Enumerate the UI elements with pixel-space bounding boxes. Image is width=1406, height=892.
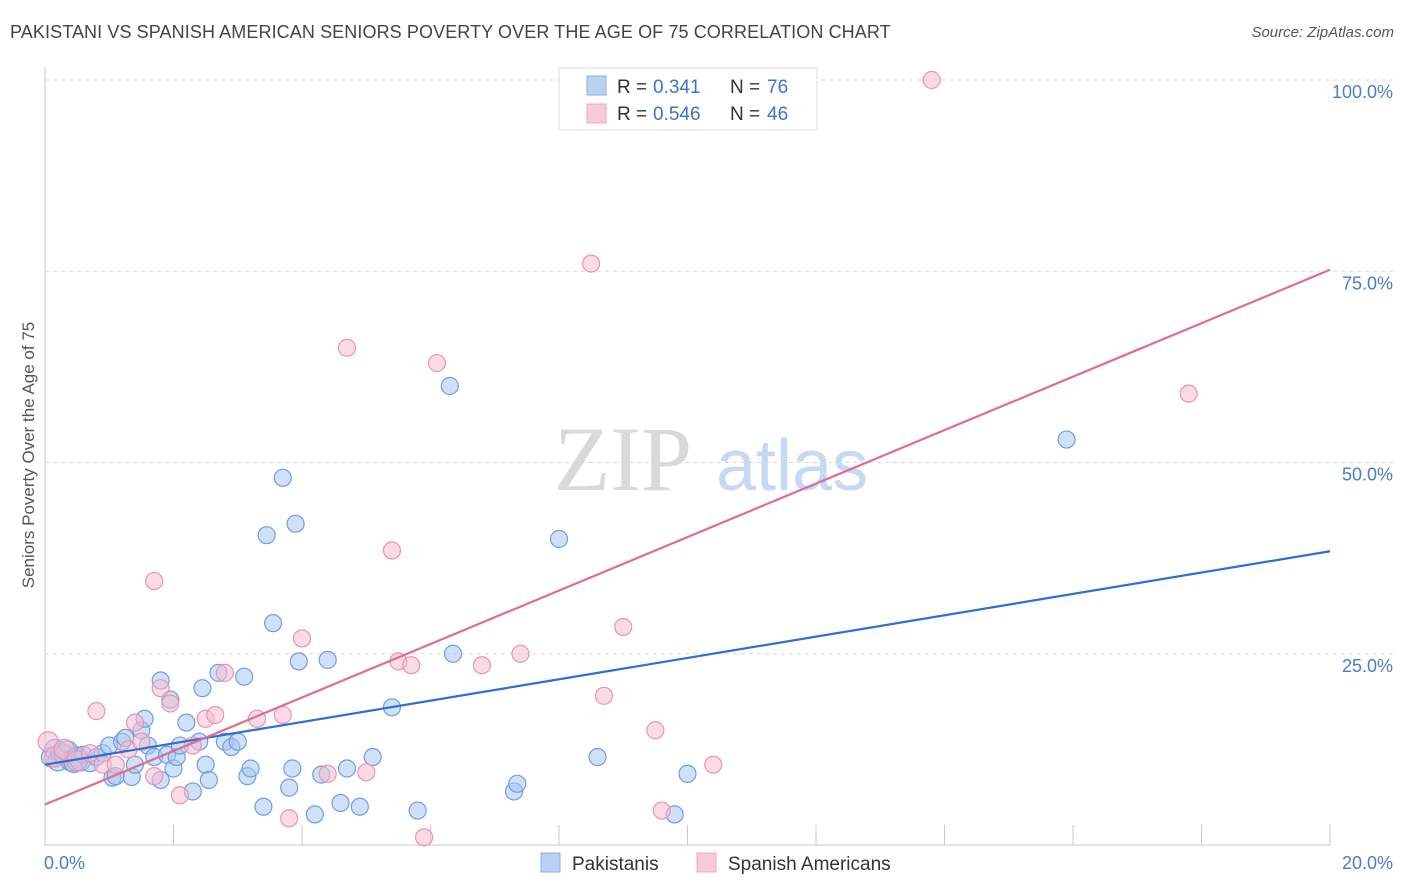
axes (44, 67, 1331, 846)
pakistanis-point-51 (286, 514, 305, 533)
pakistanis-point-42 (235, 667, 254, 686)
pakistanis-point-52 (289, 652, 308, 671)
legend-r-label-1: R = (617, 77, 647, 98)
x-tick-label-min: 0.0% (44, 853, 85, 873)
spanish-americans-point-5 (87, 702, 106, 721)
pakistanis-point-37 (199, 770, 218, 790)
pakistanis-point-67 (588, 747, 607, 767)
spanish-americans-point-27 (382, 541, 402, 560)
pakistanis-point-56 (331, 793, 350, 813)
trend-line-pakistanis (44, 550, 1331, 766)
legend-n-label-2: N = (730, 104, 760, 125)
spanish-americans-point-33 (511, 644, 530, 663)
spanish-americans-point-22 (280, 809, 299, 828)
legend-n-value-1: 76 (767, 77, 788, 98)
chart-title: PAKISTANI VS SPANISH AMERICAN SENIORS PO… (10, 22, 891, 42)
spanish-americans-point-19 (215, 663, 234, 682)
spanish-americans-point-40 (704, 755, 723, 774)
legend-n-value-2: 46 (767, 104, 788, 125)
pakistanis-point-53 (305, 805, 324, 824)
pakistanis-point-66 (549, 529, 569, 549)
pakistanis-point-69 (678, 764, 697, 783)
legend-swatch-blue (586, 75, 607, 96)
bottom-legend-swatch-pakistanis (540, 852, 561, 873)
legend-r-value-2: 0.546 (653, 104, 701, 125)
pakistanis-point-59 (363, 747, 382, 767)
spanish-americans-point-32 (472, 656, 491, 675)
y-tick-label-25: 25.0% (1342, 656, 1393, 676)
spanish-americans-point-26 (357, 763, 376, 782)
spanish-americans-point-38 (646, 721, 665, 740)
spanish-americans-point-36 (594, 686, 614, 705)
pakistanis-point-55 (318, 650, 337, 669)
grid (45, 79, 1393, 655)
bottom-legend-swatch-spanish-americans (696, 852, 717, 873)
spanish-americans-point-14 (161, 694, 180, 713)
spanish-americans-point-42 (1179, 384, 1198, 403)
spanish-americans-point-39 (652, 801, 671, 820)
pakistanis-point-36 (196, 755, 215, 774)
bottom-legend-label-spanish-americans: Spanish Americans (728, 854, 891, 875)
spanish-americans-point-35 (582, 254, 601, 273)
trend-lines (44, 268, 1331, 806)
spanish-americans-point-41 (922, 70, 941, 90)
spanish-americans-point-10 (132, 732, 151, 751)
spanish-americans-point-12 (145, 767, 164, 786)
y-tick-label-75: 75.0% (1342, 273, 1393, 293)
spanish-americans-point-31 (427, 353, 447, 373)
spanish-americans-point-29 (402, 656, 421, 675)
pakistanis-point-44 (241, 759, 260, 778)
pakistanis-point-41 (228, 732, 247, 751)
pakistanis-point-61 (408, 801, 427, 820)
spanish-americans-point-7 (106, 755, 125, 774)
pakistanis-point-62 (440, 376, 459, 396)
spanish-americans-point-9 (125, 713, 145, 732)
series-legend: Pakistanis Spanish Americans (540, 852, 891, 875)
spanish-americans-point-30 (414, 828, 434, 847)
spanish-americans-point-18 (206, 705, 225, 725)
trend-line-spanish-americans (44, 268, 1331, 806)
watermark-zip: ZIP (554, 408, 692, 510)
spanish-americans-point-25 (337, 338, 357, 357)
pakistanis-point-70 (1057, 430, 1076, 449)
x-tick-label-max: 20.0% (1342, 853, 1393, 873)
pakistanis-point-63 (443, 644, 463, 663)
pakistanis-point-57 (337, 759, 357, 778)
pakistanis-point-50 (283, 759, 302, 778)
bottom-legend-label-pakistanis: Pakistanis (572, 854, 659, 875)
y-tick-label-50: 50.0% (1342, 465, 1393, 485)
pakistanis-point-47 (263, 614, 283, 633)
pakistanis-point-45 (254, 797, 273, 816)
y-axis-label: Seniors Poverty Over the Age of 75 (19, 322, 38, 588)
pakistanis-point-32 (177, 713, 196, 732)
spanish-americans-point-11 (145, 571, 164, 591)
pakistanis-point-48 (273, 468, 292, 487)
spanish-americans-point-15 (170, 786, 190, 805)
source-label: Source: ZipAtlas.com (1251, 24, 1394, 41)
pakistanis-point-65 (508, 774, 527, 793)
pakistanis-point-35 (193, 679, 212, 698)
y-tick-labels: 25.0% 50.0% 75.0% 100.0% (1332, 82, 1393, 676)
correlation-legend: R = 0.341 N = 76 R = 0.546 N = 46 (558, 67, 818, 131)
pakistanis-point-58 (350, 797, 369, 816)
spanish-americans-point-37 (614, 617, 633, 637)
legend-swatch-pink (586, 103, 607, 124)
spanish-americans-point-23 (292, 629, 312, 648)
legend-r-value-1: 0.341 (653, 77, 701, 98)
pakistanis-point-46 (257, 526, 276, 545)
legend-r-label-2: R = (617, 104, 647, 125)
legend-n-label-1: N = (730, 77, 760, 98)
spanish-americans-point-24 (318, 764, 337, 783)
pakistanis-point-49 (280, 778, 299, 797)
y-tick-label-100: 100.0% (1332, 82, 1393, 102)
spanish-americans-point-13 (151, 679, 170, 698)
